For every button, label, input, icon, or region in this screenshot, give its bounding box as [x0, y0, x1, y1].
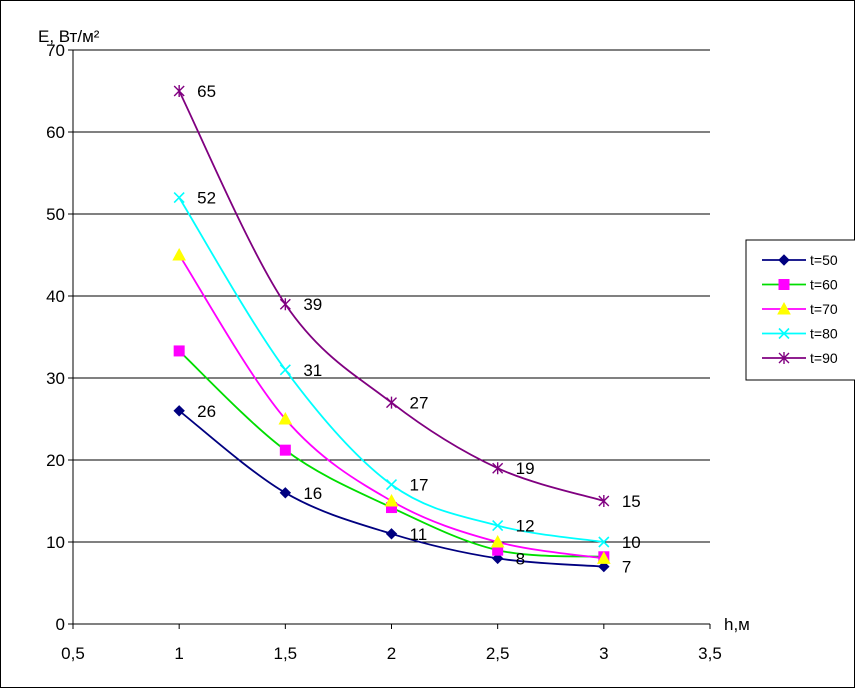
legend-marker-t=50	[778, 254, 790, 266]
data-point-t=50	[173, 405, 185, 417]
data-label-t=90: 27	[410, 394, 429, 413]
data-point-t=70	[384, 493, 399, 507]
data-label-t=80: 10	[622, 533, 641, 552]
data-label-t=90: 19	[516, 459, 535, 478]
y-tick-label: 70	[46, 41, 65, 60]
data-point-t=50	[385, 528, 398, 540]
data-point-t=90	[386, 396, 397, 409]
y-tick-label: 0	[56, 615, 65, 634]
data-label-t=80: 17	[410, 476, 429, 495]
legend-marker-t=70	[777, 301, 791, 315]
data-labels: 26 16 11 8 7 52 31 17 12 10 65 39 27 19 15	[197, 82, 641, 577]
legend-label-t=70: t=70	[810, 301, 838, 317]
data-point-t=90	[598, 495, 610, 507]
legend-marker-t=80	[778, 327, 790, 340]
series-lines	[172, 85, 611, 573]
data-point-t=80	[279, 364, 291, 376]
x-tick-label: 2	[387, 644, 396, 663]
y-axis-title: E, Вт/м²	[38, 27, 100, 46]
series-line-t=70	[178, 254, 604, 560]
legend: t=50 t=60 t=70 t=80 t=90	[745, 239, 855, 381]
data-label-t=90: 15	[622, 492, 641, 511]
data-point-t=50	[598, 560, 610, 573]
data-label-t=50: 7	[622, 558, 631, 577]
legend-marker-t=60	[778, 279, 790, 290]
data-point-t=70	[596, 551, 611, 564]
series-line-t=80	[178, 197, 604, 543]
legend-label-t=50: t=50	[810, 252, 838, 268]
data-point-t=80	[385, 479, 398, 491]
y-tick-label: 20	[46, 451, 65, 470]
y-tick-label: 40	[46, 287, 65, 306]
series-line-t=90	[178, 90, 605, 502]
data-label-t=50: 16	[303, 484, 322, 503]
x-axis-title: h,м	[724, 615, 750, 634]
x-tick-label: 0,5	[61, 644, 85, 663]
data-label-t=50: 11	[410, 525, 428, 544]
data-point-t=80	[173, 192, 185, 204]
data-point-t=90	[492, 462, 504, 475]
data-label-t=90: 39	[303, 295, 322, 314]
x-tick-label: 3	[599, 644, 608, 663]
y-tick-label: 10	[46, 533, 65, 552]
data-point-t=50	[491, 552, 504, 565]
y-tick-label: 30	[46, 369, 65, 388]
series-line-t=50	[178, 410, 604, 568]
data-label-t=50: 26	[197, 402, 216, 421]
data-label-t=90: 65	[197, 82, 216, 101]
x-tick-label: 1	[174, 644, 183, 663]
x-tick-label: 1,5	[274, 644, 298, 663]
data-point-t=90	[173, 85, 185, 97]
legend-marker-t=90	[778, 352, 790, 364]
data-point-t=70	[490, 534, 505, 548]
data-point-t=90	[279, 298, 291, 311]
x-tick-label: 2,5	[486, 644, 510, 663]
data-label-t=80: 12	[516, 517, 535, 536]
data-point-t=70	[278, 411, 293, 425]
data-point-t=80	[598, 536, 610, 548]
data-label-t=80: 52	[197, 189, 216, 208]
data-point-t=70	[172, 247, 187, 261]
data-point-t=60	[173, 345, 185, 357]
grid-lines	[73, 49, 710, 543]
legend-box	[745, 239, 855, 381]
legend-label-t=90: t=90	[810, 350, 838, 366]
axes: 0 10 20 30 40 50 60 70 0,5 1 1,5 2 2,5 3 3,5 E, Вт/м² h,…	[38, 27, 750, 663]
data-point-t=50	[279, 487, 292, 499]
data-label-t=50: 8	[516, 549, 525, 568]
legend-label-t=60: t=60	[810, 277, 838, 293]
legend-label-t=80: t=80	[810, 326, 838, 342]
y-tick-label: 50	[46, 205, 65, 224]
data-point-t=60	[279, 444, 291, 456]
data-label-t=80: 31	[303, 361, 322, 380]
data-point-t=80	[492, 520, 504, 532]
series-line-t=60	[178, 350, 604, 558]
y-tick-label: 60	[46, 123, 65, 142]
x-tick-label: 3,5	[698, 644, 722, 663]
